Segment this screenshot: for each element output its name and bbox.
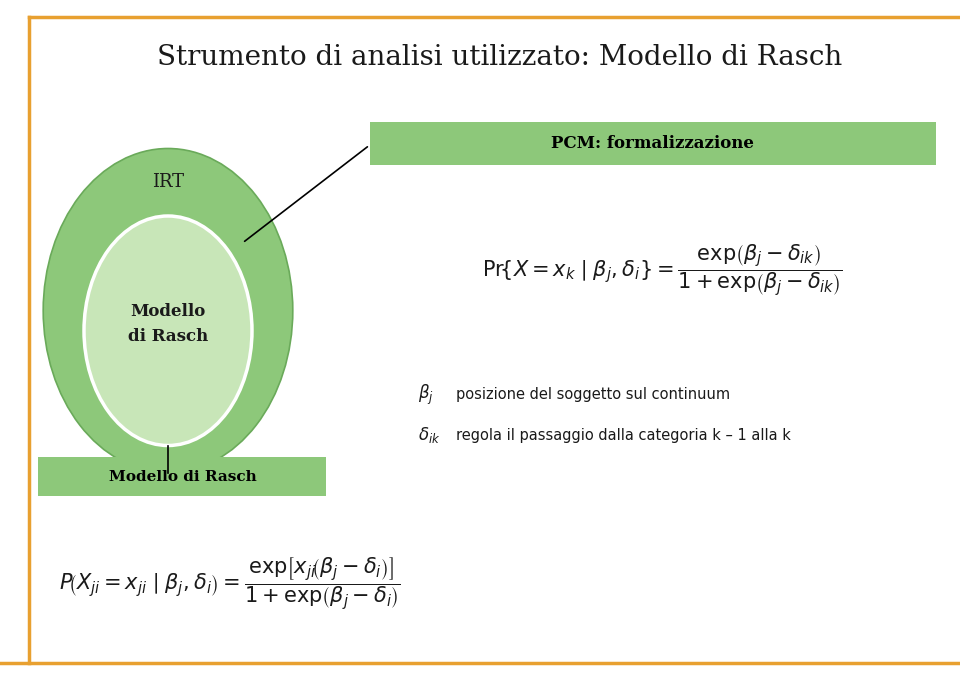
Text: $P\!\left(X_{ji} = x_{ji} \mid \beta_j,\delta_i\right) = \dfrac{\exp\!\left[x_{j: $P\!\left(X_{ji} = x_{ji} \mid \beta_j,\…	[60, 556, 401, 612]
Text: $\delta_{ik}$: $\delta_{ik}$	[418, 425, 440, 446]
Text: $\mathrm{Pr}\!\left\{X = x_k \mid \beta_j,\delta_i\right\} = \dfrac{\exp\!\left(: $\mathrm{Pr}\!\left\{X = x_k \mid \beta_…	[482, 242, 843, 298]
Text: $\beta_j$: $\beta_j$	[418, 383, 434, 407]
Ellipse shape	[84, 216, 252, 446]
FancyBboxPatch shape	[370, 122, 936, 165]
Text: IRT: IRT	[152, 173, 184, 191]
Text: regola il passaggio dalla categoria k – 1 alla k: regola il passaggio dalla categoria k – …	[456, 428, 791, 443]
Text: Modello di Rasch: Modello di Rasch	[108, 470, 256, 483]
Text: Modello
di Rasch: Modello di Rasch	[128, 303, 208, 345]
Ellipse shape	[43, 148, 293, 472]
Text: posizione del soggetto sul continuum: posizione del soggetto sul continuum	[456, 387, 731, 402]
Text: PCM: formalizzazione: PCM: formalizzazione	[551, 135, 755, 152]
Text: Strumento di analisi utilizzato: Modello di Rasch: Strumento di analisi utilizzato: Modello…	[156, 44, 842, 71]
FancyBboxPatch shape	[38, 457, 326, 496]
